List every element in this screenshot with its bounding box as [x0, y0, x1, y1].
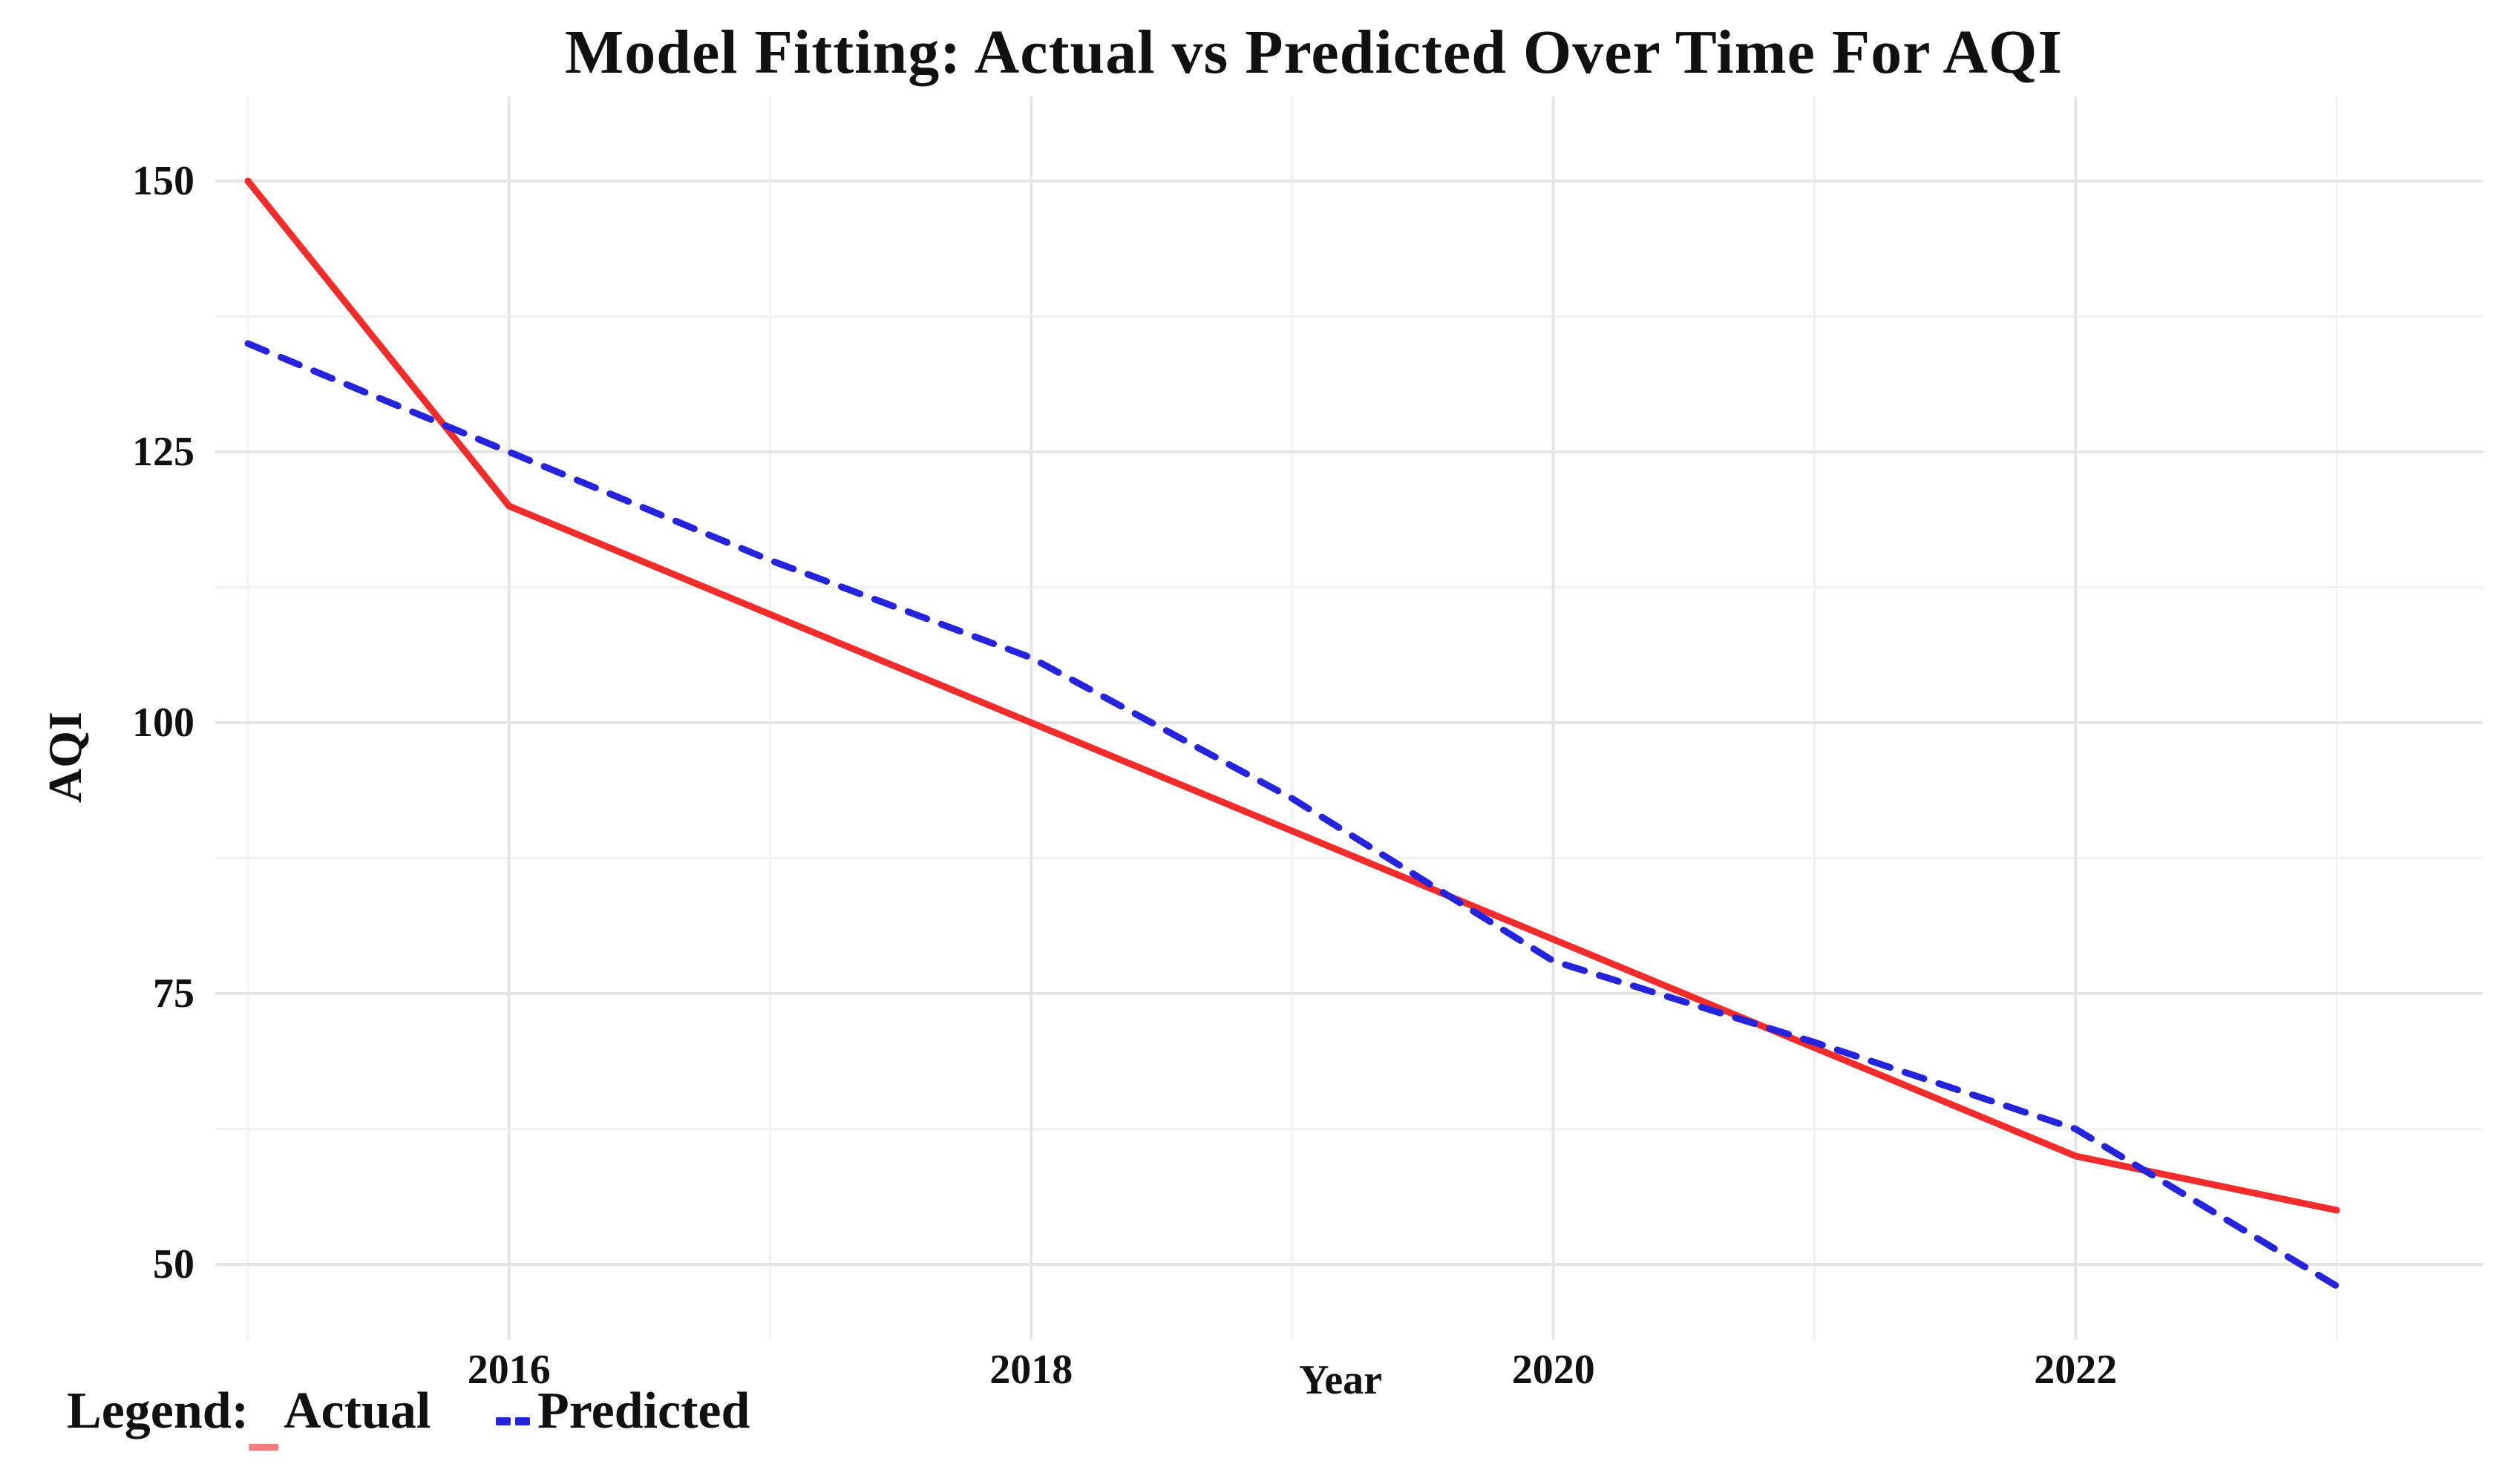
x-axis-title: Year	[1299, 1357, 1382, 1403]
legend-actual-line-swatch-icon	[249, 1444, 278, 1451]
y-tick-label: 150	[132, 158, 194, 204]
x-tick-label: 2016	[467, 1347, 551, 1393]
x-tick-label: 2022	[2034, 1347, 2118, 1393]
x-tick-label: 2020	[1511, 1347, 1595, 1393]
x-tick-label: 2018	[989, 1347, 1073, 1393]
legend: Legend: Actual Predicted	[0, 1382, 2520, 1456]
legend-item-actual: Actual	[284, 1382, 431, 1440]
legend-predicted-dashed-swatch-icon	[496, 1417, 534, 1425]
series-line-actual	[244, 177, 2340, 1214]
legend-label: Legend:	[67, 1382, 249, 1440]
y-tick-label: 100	[132, 700, 194, 746]
y-tick-label: 75	[153, 971, 194, 1017]
chart-title: Model Fitting: Actual vs Predicted Over …	[564, 18, 2064, 87]
series-line-predicted	[244, 340, 2340, 1290]
legend-item-predicted: Predicted	[537, 1382, 750, 1440]
y-tick-label: 125	[132, 429, 194, 475]
y-tick-label: 50	[153, 1241, 194, 1287]
